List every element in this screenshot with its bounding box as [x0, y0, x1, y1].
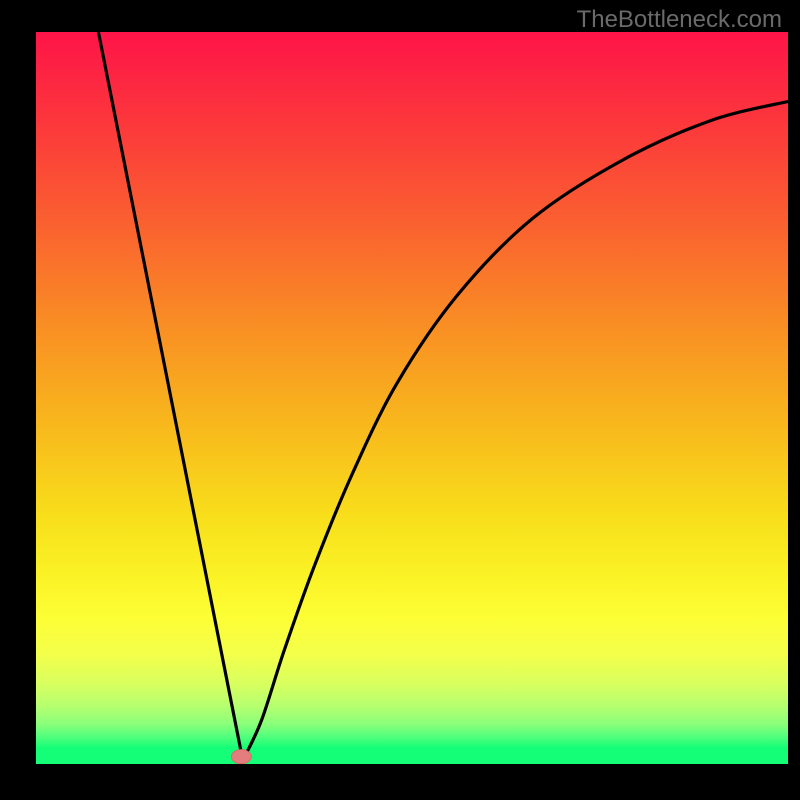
valley-marker	[36, 32, 788, 764]
valley-marker-dot	[231, 750, 251, 764]
chart-stage: TheBottleneck.com	[0, 0, 800, 800]
watermark-text: TheBottleneck.com	[577, 6, 782, 34]
plot-area	[36, 32, 788, 764]
